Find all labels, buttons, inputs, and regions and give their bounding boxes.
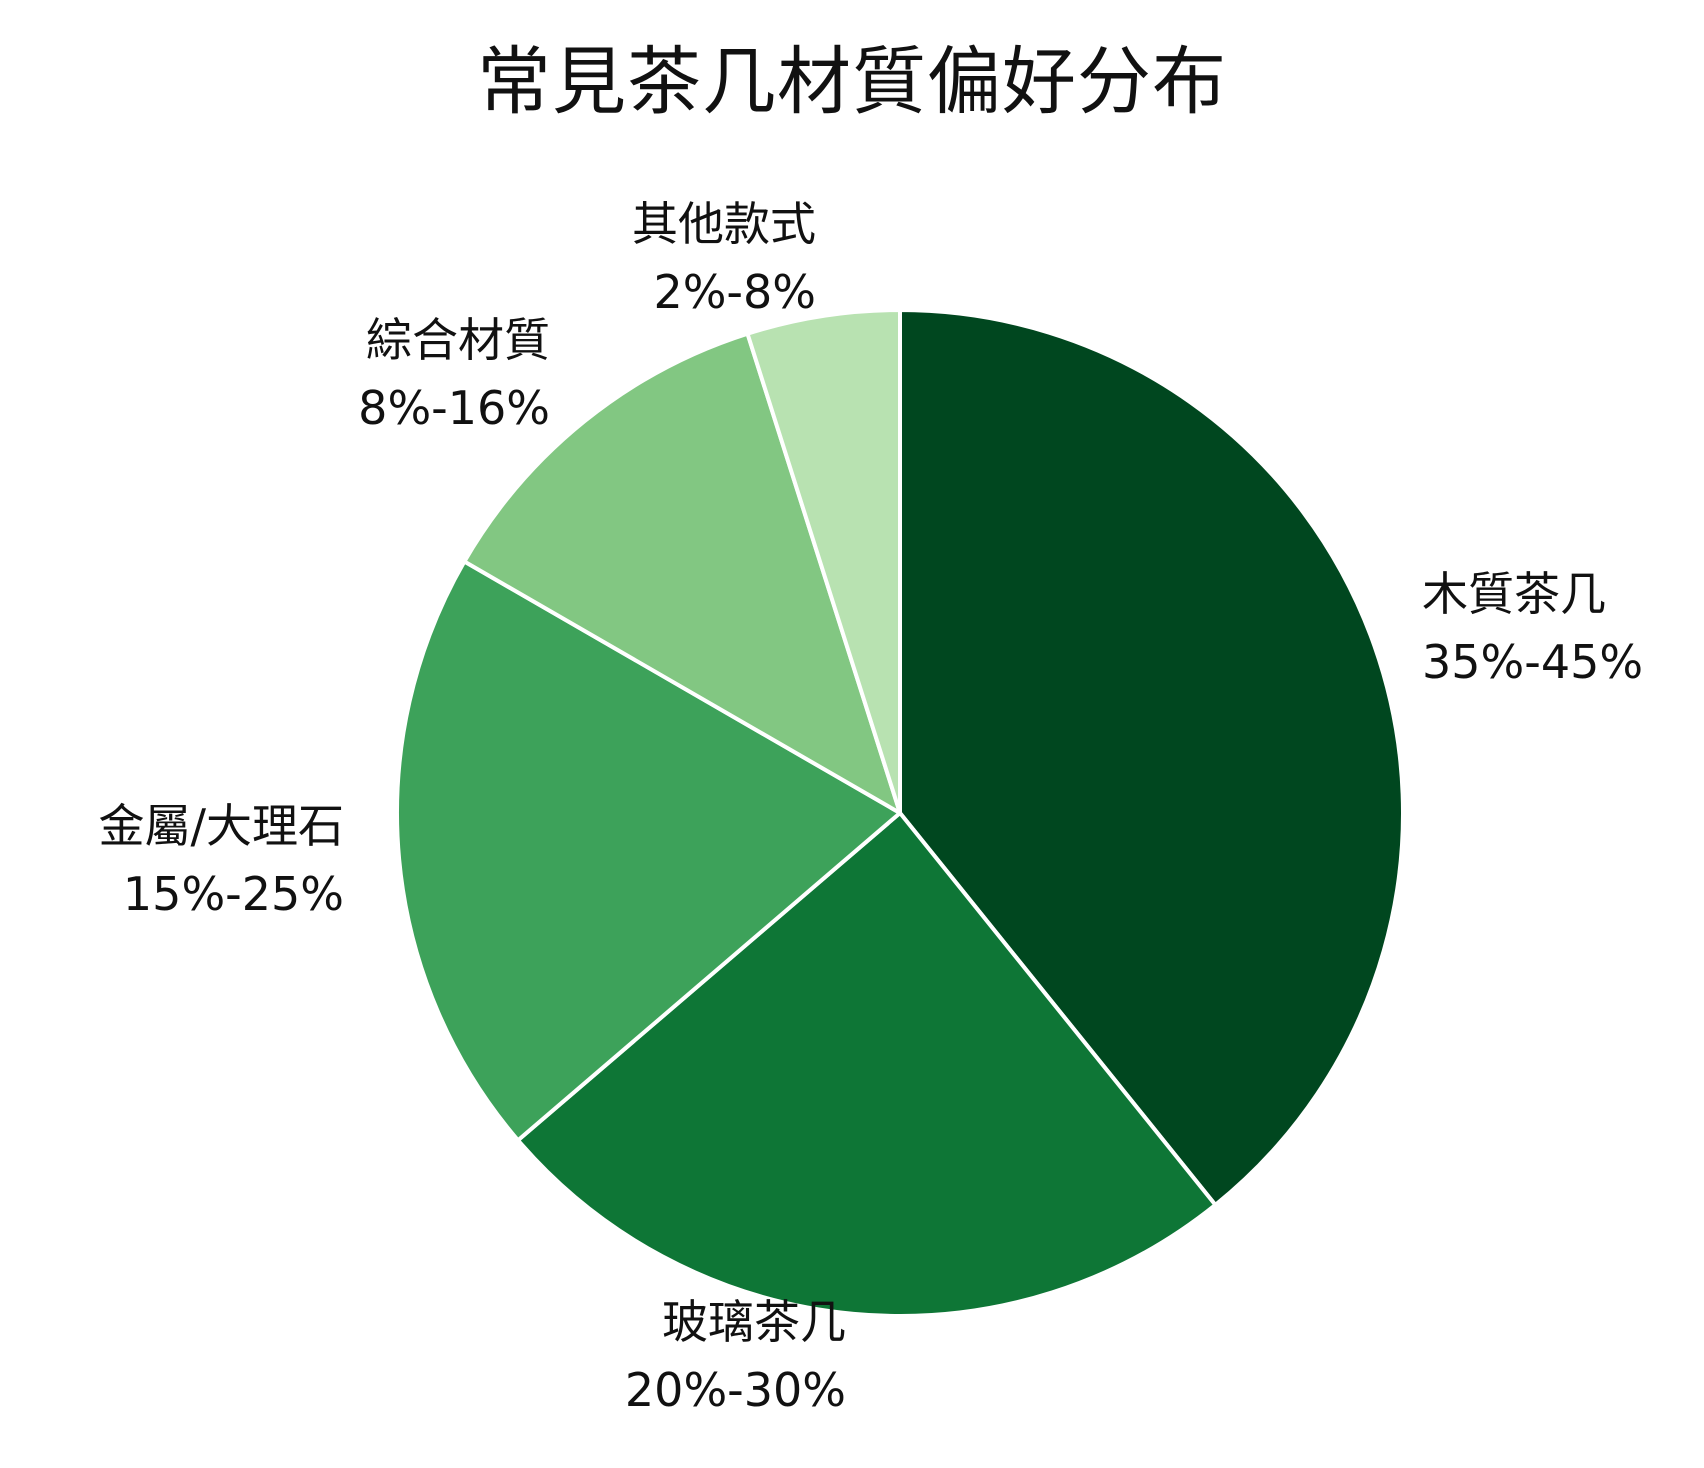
slice-label-glass-range: 20%-30% bbox=[624, 1363, 846, 1417]
slice-label-mixed: 綜合材質 8%-16% bbox=[358, 306, 550, 442]
pie-slice-glass bbox=[516, 811, 1218, 1318]
slice-label-other-range: 2%-8% bbox=[653, 265, 816, 319]
slice-label-metal-marble-name: 金屬/大理石 bbox=[98, 799, 345, 853]
pie-slice-wood bbox=[898, 308, 1405, 1207]
slice-label-other-name: 其他款式 bbox=[632, 197, 816, 251]
pie-slice-metal-marble bbox=[395, 559, 902, 1143]
slice-label-wood: 木質茶几 35%-45% bbox=[1422, 560, 1643, 696]
slice-label-mixed-range: 8%-16% bbox=[358, 381, 550, 435]
slice-label-glass: 玻璃茶几 20%-30% bbox=[625, 1288, 846, 1424]
slice-label-mixed-name: 綜合材質 bbox=[366, 313, 550, 367]
slice-label-metal-marble-range: 15%-25% bbox=[122, 867, 344, 921]
slice-label-wood-name: 木質茶几 bbox=[1422, 567, 1606, 621]
slice-label-wood-range: 35%-45% bbox=[1422, 635, 1644, 689]
chart-title: 常見茶几材質偏好分布 bbox=[477, 39, 1227, 125]
pie-slice-other bbox=[745, 308, 902, 815]
slice-label-glass-name: 玻璃茶几 bbox=[662, 1295, 846, 1349]
slice-label-other: 其他款式 2%-8% bbox=[632, 190, 816, 326]
pie-slice-mixed bbox=[462, 331, 902, 815]
slice-label-metal-marble: 金屬/大理石 15%-25% bbox=[99, 792, 345, 928]
